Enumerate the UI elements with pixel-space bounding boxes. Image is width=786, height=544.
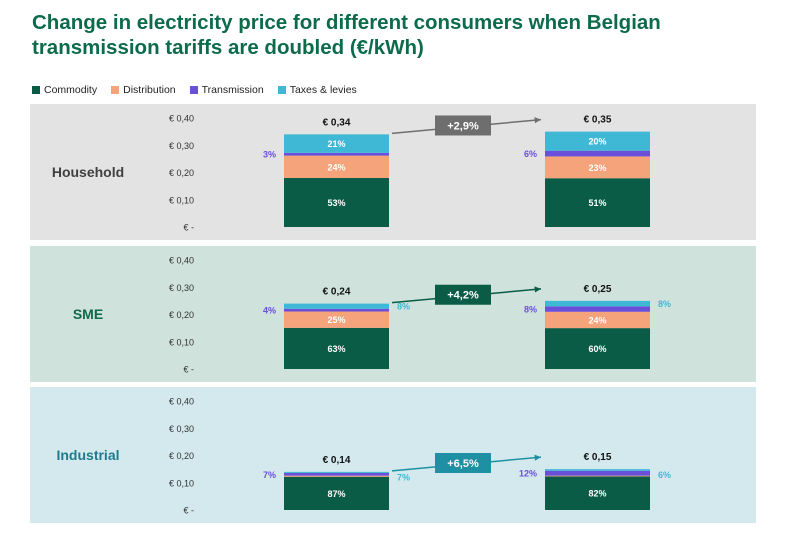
total-label: € 0,25: [584, 284, 612, 295]
total-label: € 0,15: [584, 452, 612, 463]
y-tick-label: € -: [183, 223, 194, 233]
bar-segment-transmission: [284, 152, 389, 156]
y-tick-label: € -: [183, 506, 194, 516]
data-label-transmission: 6%: [524, 149, 537, 159]
panel-label-sme: SME: [73, 306, 103, 322]
y-tick-label: € 0,30: [169, 424, 194, 434]
y-tick-label: € 0,20: [169, 168, 194, 178]
bar-segment-distribution: [284, 311, 389, 328]
y-tick-label: € 0,10: [169, 478, 194, 488]
bar-segment-distribution: [545, 156, 650, 179]
bar-segment-transmission: [545, 150, 650, 157]
data-label-taxes: 8%: [397, 302, 410, 312]
change-arrow-head: [534, 286, 541, 293]
legend-swatch-transmission: [189, 86, 198, 94]
change-badge-household: [435, 115, 491, 136]
bar-segment-distribution: [284, 475, 389, 477]
data-label-commodity: 53%: [327, 198, 345, 208]
data-label-transmission: 4%: [263, 306, 276, 316]
data-label-distribution: 24%: [327, 162, 345, 172]
bar-segment-taxes: [284, 134, 389, 153]
bar-segment-commodity: [545, 328, 650, 369]
panel-label-household: Household: [52, 164, 124, 180]
data-label-commodity: 60%: [588, 344, 606, 354]
bar-segment-transmission: [284, 472, 389, 476]
y-tick-label: € 0,20: [169, 310, 194, 320]
data-label-taxes: 8%: [658, 299, 671, 309]
y-tick-label: € 0,30: [169, 141, 194, 151]
bar-segment-transmission: [545, 306, 650, 312]
total-label: € 0,34: [323, 117, 351, 128]
data-label-transmission: 8%: [524, 305, 537, 315]
bar-segment-commodity: [284, 177, 389, 227]
panel-label-industrial: Industrial: [56, 447, 119, 463]
legend-label-taxes: Taxes & levies: [289, 84, 357, 96]
y-tick-label: € 0,10: [169, 195, 194, 205]
change-badge-label: +2,9%: [447, 120, 479, 132]
bar-segment-taxes: [545, 300, 650, 307]
bar-segment-taxes: [284, 303, 389, 309]
legend-label-transmission: Transmission: [201, 84, 264, 96]
data-label-transmission: 12%: [519, 469, 537, 479]
bar-segment-commodity: [284, 476, 389, 510]
y-tick-label: € 0,40: [169, 114, 194, 124]
legend-item-commodity: Commodity: [32, 84, 97, 96]
bar-segment-commodity: [284, 327, 389, 369]
data-label-commodity: 82%: [588, 489, 606, 499]
data-label-distribution: 25%: [327, 315, 345, 325]
change-badge-industrial: [435, 452, 491, 473]
legend-item-distribution: Distribution: [111, 84, 176, 96]
legend-swatch-distribution: [111, 86, 120, 94]
bar-segment-taxes: [545, 131, 650, 151]
data-label-taxes: 20%: [588, 137, 606, 147]
data-label-taxes: 7%: [397, 472, 410, 482]
y-tick-label: € 0,20: [169, 451, 194, 461]
data-label-commodity: 87%: [327, 489, 345, 499]
data-label-taxes: 21%: [327, 139, 345, 149]
legend: Commodity Distribution Transmission Taxe…: [32, 84, 357, 96]
change-badge-label: +6,5%: [447, 458, 479, 470]
bar-segment-commodity: [545, 476, 650, 510]
data-label-taxes: 6%: [658, 470, 671, 480]
data-label-transmission: 7%: [263, 470, 276, 480]
change-badge-sme: [435, 284, 491, 305]
bar-segment-distribution: [284, 155, 389, 178]
legend-label-distribution: Distribution: [123, 84, 176, 96]
y-tick-label: € 0,40: [169, 397, 194, 407]
data-label-transmission: 3%: [263, 150, 276, 160]
legend-label-commodity: Commodity: [44, 84, 98, 96]
y-tick-label: € 0,40: [169, 256, 194, 266]
bar-segment-distribution: [545, 311, 650, 329]
legend-swatch-commodity: [32, 86, 40, 94]
chart-title: Change in electricity price for differen…: [32, 11, 661, 59]
change-arrow-head: [534, 117, 541, 124]
bar-segment-taxes: [284, 471, 389, 473]
bar-segment-transmission: [284, 308, 389, 312]
bar-segment-commodity: [545, 178, 650, 227]
legend-item-taxes: Taxes & levies: [277, 84, 357, 96]
bar-segment-taxes: [545, 469, 650, 471]
legend-swatch-taxes: [277, 86, 286, 94]
data-label-commodity: 63%: [327, 344, 345, 354]
change-badge-label: +4,2%: [447, 290, 479, 302]
bar-segment-transmission: [545, 470, 650, 476]
data-label-distribution: 23%: [588, 163, 606, 173]
change-arrow-head: [534, 454, 541, 461]
total-label: € 0,24: [323, 287, 351, 298]
legend-item-transmission: Transmission: [189, 84, 264, 96]
total-label: € 0,14: [323, 455, 351, 466]
y-tick-label: € -: [183, 365, 194, 375]
data-label-distribution: 24%: [588, 315, 606, 325]
total-label: € 0,35: [584, 115, 612, 126]
y-tick-label: € 0,30: [169, 283, 194, 293]
y-tick-label: € 0,10: [169, 337, 194, 347]
bar-segment-distribution: [545, 475, 650, 477]
data-label-commodity: 51%: [588, 198, 606, 208]
